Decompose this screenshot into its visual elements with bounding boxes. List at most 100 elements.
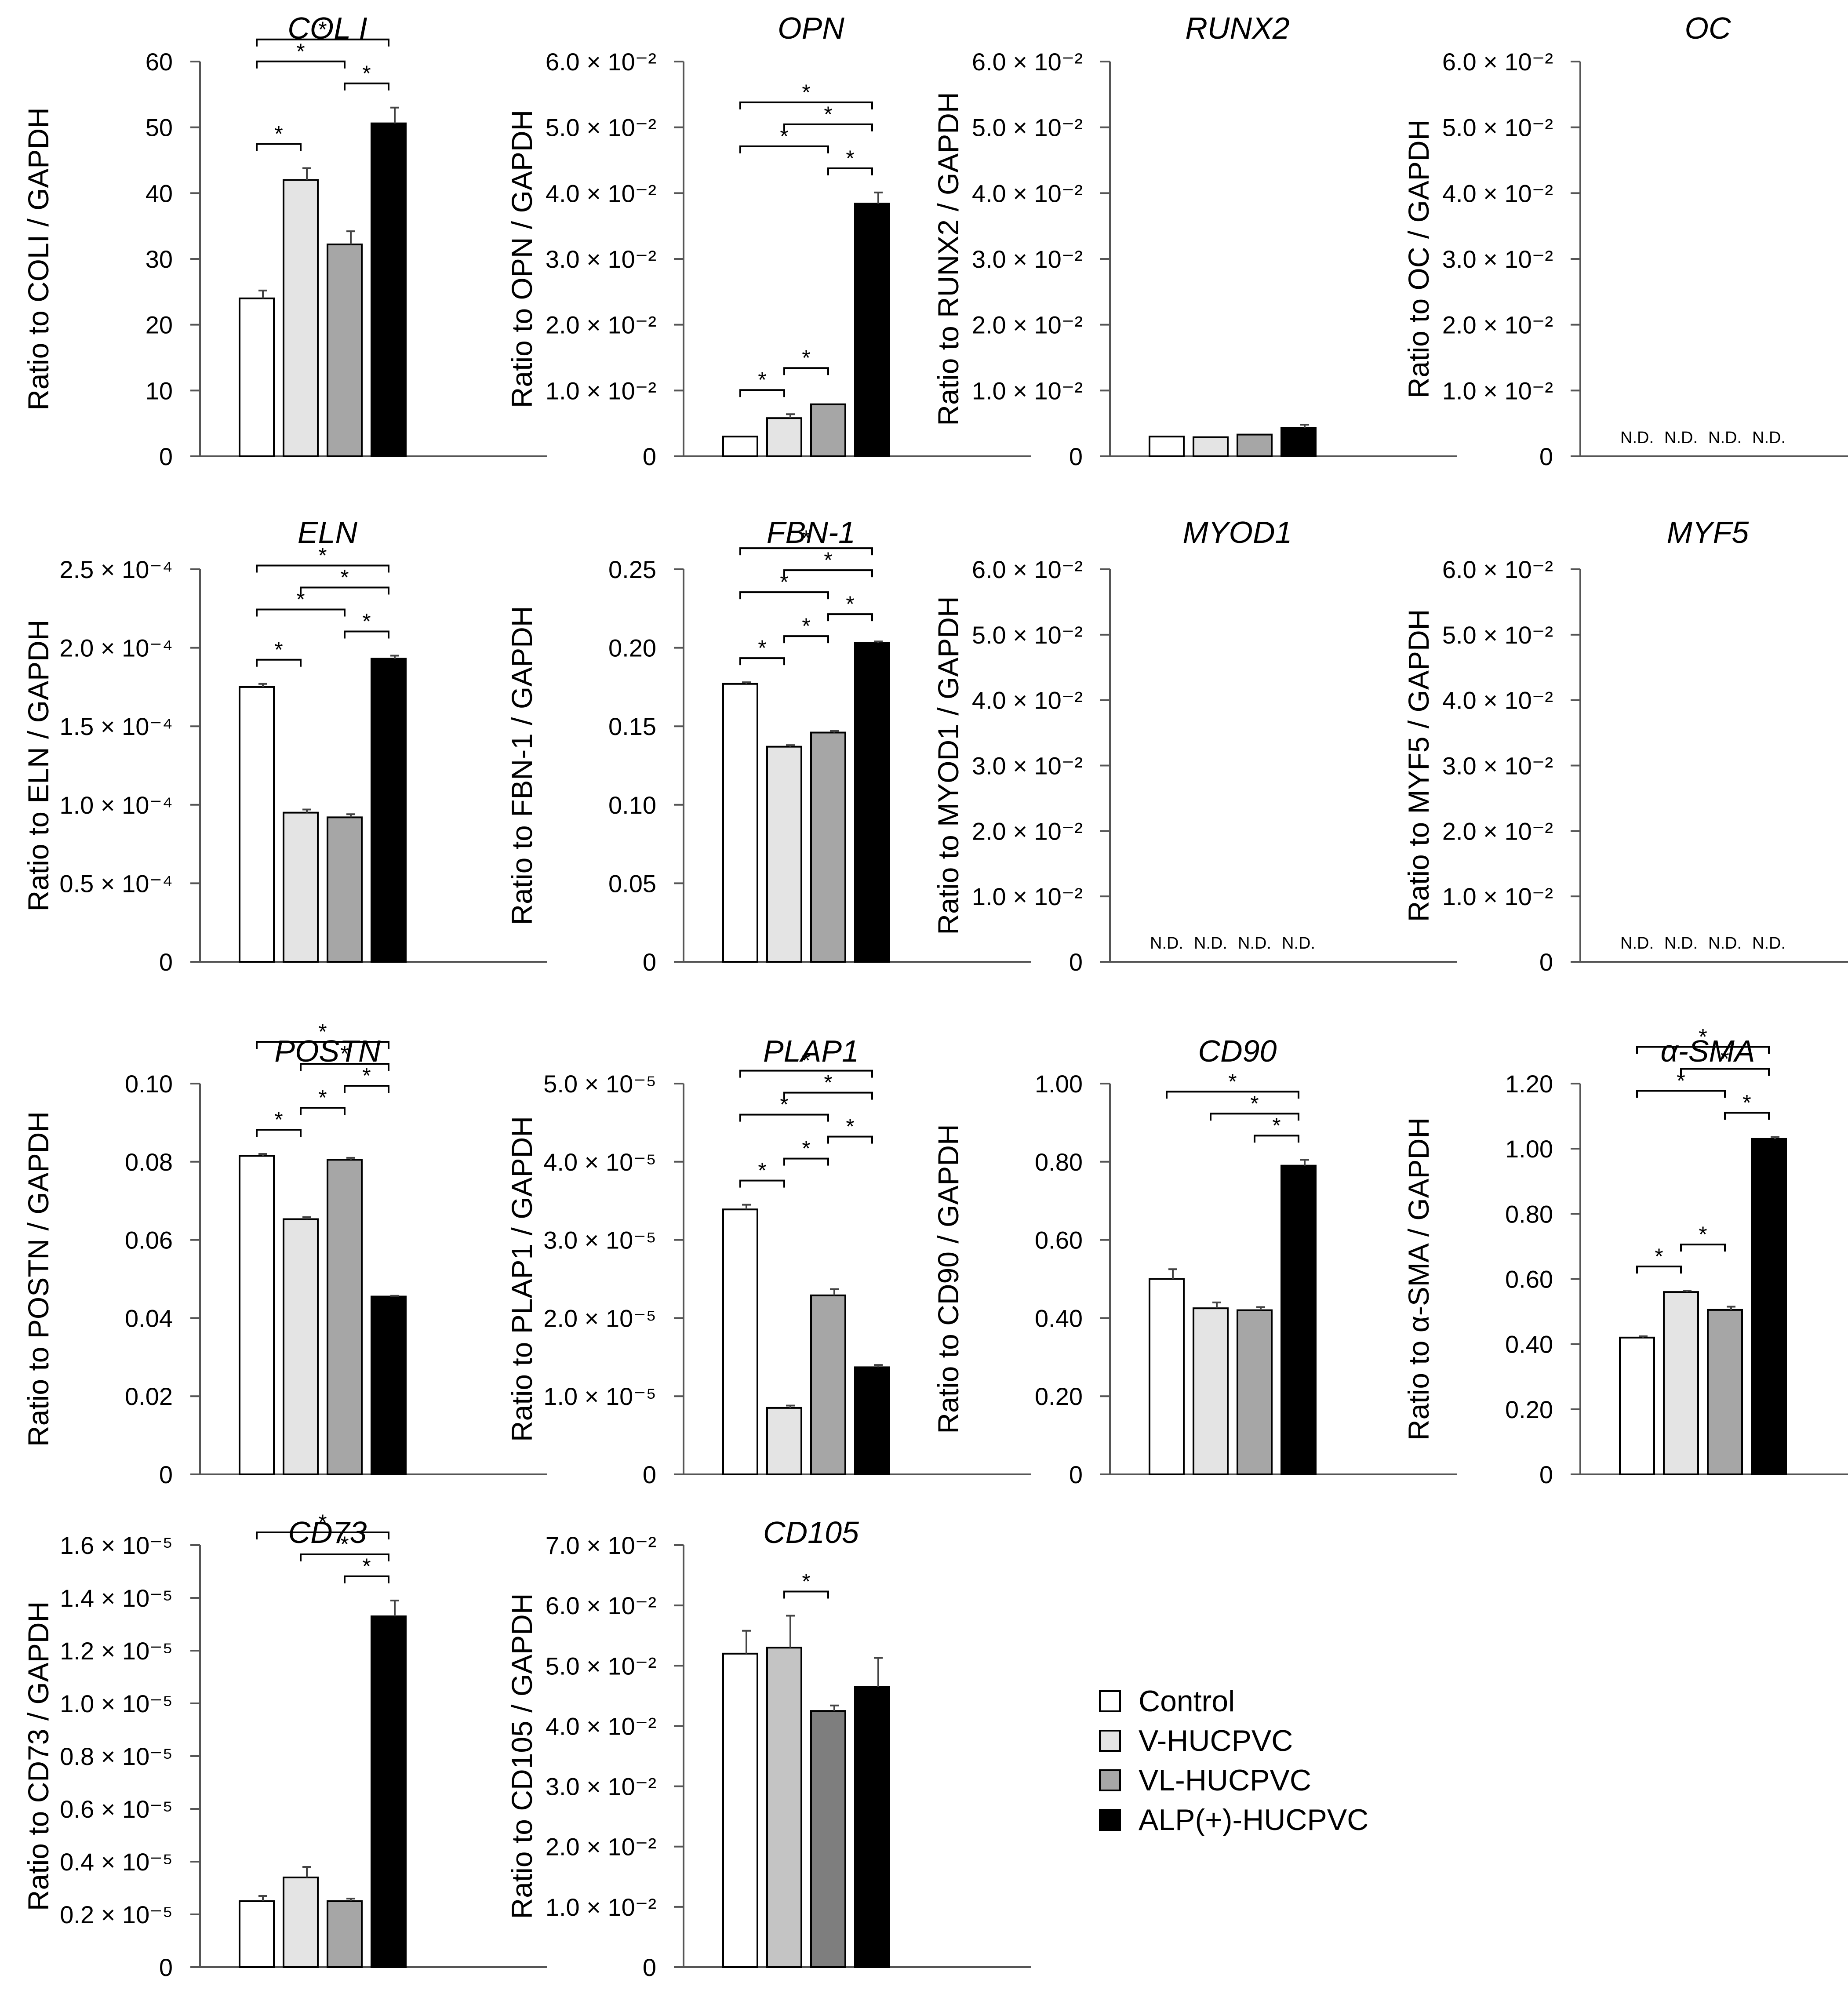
chart-title: CD90 — [1198, 1034, 1277, 1068]
significance-star: * — [780, 570, 788, 594]
bar-alp-hucpvc — [854, 203, 890, 457]
bar-control — [1149, 1278, 1185, 1475]
significance-star: * — [1655, 1244, 1663, 1269]
significance-bracket — [1166, 1091, 1299, 1099]
significance-star: * — [1228, 1069, 1237, 1094]
y-tick-label: 0.10 — [608, 791, 656, 819]
bar-control — [239, 1155, 275, 1476]
significance-bracket — [739, 145, 829, 153]
significance-bracket — [256, 658, 302, 667]
bar-alp-hucpvc — [854, 642, 890, 963]
significance-bracket — [783, 1157, 829, 1166]
y-tick-label: 0.5 × 10⁻⁴ — [59, 869, 173, 897]
chart-cd105: CD105 Ratio to CD105 / GAPDH 0 1.0 × 10⁻² 2.… — [506, 1515, 1031, 1981]
significance-star: * — [780, 124, 788, 149]
chart-plap1: PLAP1 Ratio to PLAP1 / GAPDH 0 1.0 × 10⁻⁵ 2.… — [506, 1034, 1031, 1488]
significance-bracket — [1636, 1090, 1726, 1098]
y-tick-label: 4.0 × 10⁻² — [972, 179, 1083, 207]
y-tick-label: 2.0 × 10⁻⁵ — [543, 1304, 656, 1332]
y-axis-label: Ratio to CD90 / GAPDH — [932, 1124, 964, 1433]
nd-label: N.D. — [1620, 429, 1654, 447]
chart-title: MYF5 — [1667, 515, 1750, 549]
significance-star: * — [802, 526, 810, 550]
bar-vl-hucpvc — [327, 1900, 363, 1968]
y-tick-label: 2.0 × 10⁻² — [546, 1833, 656, 1861]
y-tick-label: 3.0 × 10⁻² — [546, 245, 656, 273]
y-tick-label: 50 — [146, 114, 173, 142]
y-tick-label: 6.0 × 10⁻² — [546, 1592, 656, 1619]
significance-star: * — [824, 548, 832, 572]
significance-bracket — [739, 101, 873, 109]
y-tick-label: 0 — [1069, 948, 1083, 976]
bar-control — [722, 436, 758, 457]
significance-star: * — [802, 1048, 810, 1073]
significance-bracket — [783, 123, 873, 131]
chart-cd90: CD90 Ratio to CD90 / GAPDH 0 0.20 0.40 0.60 0.… — [932, 1034, 1457, 1488]
y-tick-label: 0 — [159, 1461, 173, 1488]
legend-swatch-alp-hucpvc — [1099, 1809, 1121, 1831]
significance-star: * — [318, 1085, 327, 1110]
bar-alp-hucpvc — [854, 1366, 890, 1476]
y-tick-label: 7.0 × 10⁻² — [546, 1532, 656, 1559]
nd-label: N.D. — [1620, 934, 1654, 953]
y-tick-label: 1.0 × 10⁻⁴ — [59, 791, 173, 819]
significance-star: * — [296, 587, 305, 611]
y-tick-label: 4.0 × 10⁻² — [972, 687, 1083, 714]
y-axis-label: Ratio to α-SMA / GAPDH — [1402, 1117, 1435, 1441]
y-tick-label: 20 — [146, 311, 173, 339]
significance-star: * — [846, 146, 854, 171]
significance-bracket — [1724, 1112, 1770, 1120]
significance-bracket — [739, 591, 829, 600]
significance-bracket — [739, 1070, 873, 1078]
bar-control — [722, 1652, 758, 1968]
chart-myf5: MYF5 Ratio to MYF5 / GAPDH 0 1.0 × 10⁻² 2.0 … — [1402, 515, 1848, 976]
bar-alp-hucpvc — [1751, 1138, 1787, 1475]
significance-bracket — [256, 564, 389, 573]
significance-star: * — [758, 1158, 766, 1183]
y-tick-label: 1.00 — [1505, 1135, 1553, 1163]
chart-title: MYOD1 — [1183, 515, 1292, 549]
y-tick-label: 0 — [643, 1954, 656, 1981]
significance-bracket — [783, 367, 829, 375]
chart-opn: OPN Ratio to OPN / GAPDH 0 1.0 × 10⁻² 2.0 × … — [506, 11, 1031, 470]
bar-v-hucpvc — [1193, 1307, 1229, 1476]
y-tick-label: 2.0 × 10⁻² — [546, 311, 656, 339]
significance-star: * — [318, 17, 327, 42]
chart-title: ELN — [298, 515, 358, 549]
y-tick-label: 0.60 — [1505, 1266, 1553, 1293]
significance-bracket — [739, 547, 873, 556]
y-tick-label: 10 — [146, 377, 173, 404]
nd-label: N.D. — [1150, 934, 1183, 953]
y-tick-label: 1.0 × 10⁻² — [1442, 377, 1553, 404]
significance-bracket — [344, 82, 389, 91]
y-axis-label: Ratio to FBN-1 / GAPDH — [506, 606, 538, 925]
significance-bracket — [739, 1113, 829, 1122]
y-tick-label: 0 — [643, 948, 656, 976]
nd-label: N.D. — [1708, 429, 1742, 447]
chart-title: FBN-1 — [767, 515, 855, 549]
significance-bracket — [300, 1107, 346, 1115]
bar-v-hucpvc — [283, 179, 319, 457]
y-tick-label: 1.4 × 10⁻⁵ — [60, 1584, 173, 1612]
bar-control — [239, 297, 275, 457]
y-tick-label: 5.0 × 10⁻² — [972, 114, 1083, 142]
y-tick-label: 4.0 × 10⁻⁵ — [543, 1148, 656, 1176]
legend-label-control: Control — [1139, 1684, 1235, 1718]
y-tick-label: 1.0 × 10⁻⁵ — [543, 1382, 656, 1410]
y-tick-label: 1.5 × 10⁻⁴ — [59, 713, 173, 740]
significance-star: * — [758, 636, 766, 660]
bar-v-hucpvc — [283, 1877, 319, 1968]
chart-fbn-1: FBN-1 Ratio to FBN-1 / GAPDH 0 0.05 0.10 0.15… — [506, 515, 1031, 976]
significance-star: * — [318, 543, 327, 568]
significance-star: * — [846, 592, 854, 616]
legend-label-alp-hucpvc: ALP(+)-HUCPVC — [1139, 1803, 1369, 1837]
y-tick-label: 0.40 — [1035, 1304, 1083, 1332]
significance-star: * — [802, 80, 810, 105]
significance-bracket — [344, 1085, 389, 1093]
nd-label: N.D. — [1752, 934, 1786, 953]
y-axis-label: Ratio to RUNX2 / GAPDH — [932, 92, 964, 426]
y-tick-label: 1.6 × 10⁻⁵ — [60, 1532, 173, 1559]
significance-star: * — [846, 1114, 854, 1139]
bar-alp-hucpvc — [854, 1686, 890, 1968]
